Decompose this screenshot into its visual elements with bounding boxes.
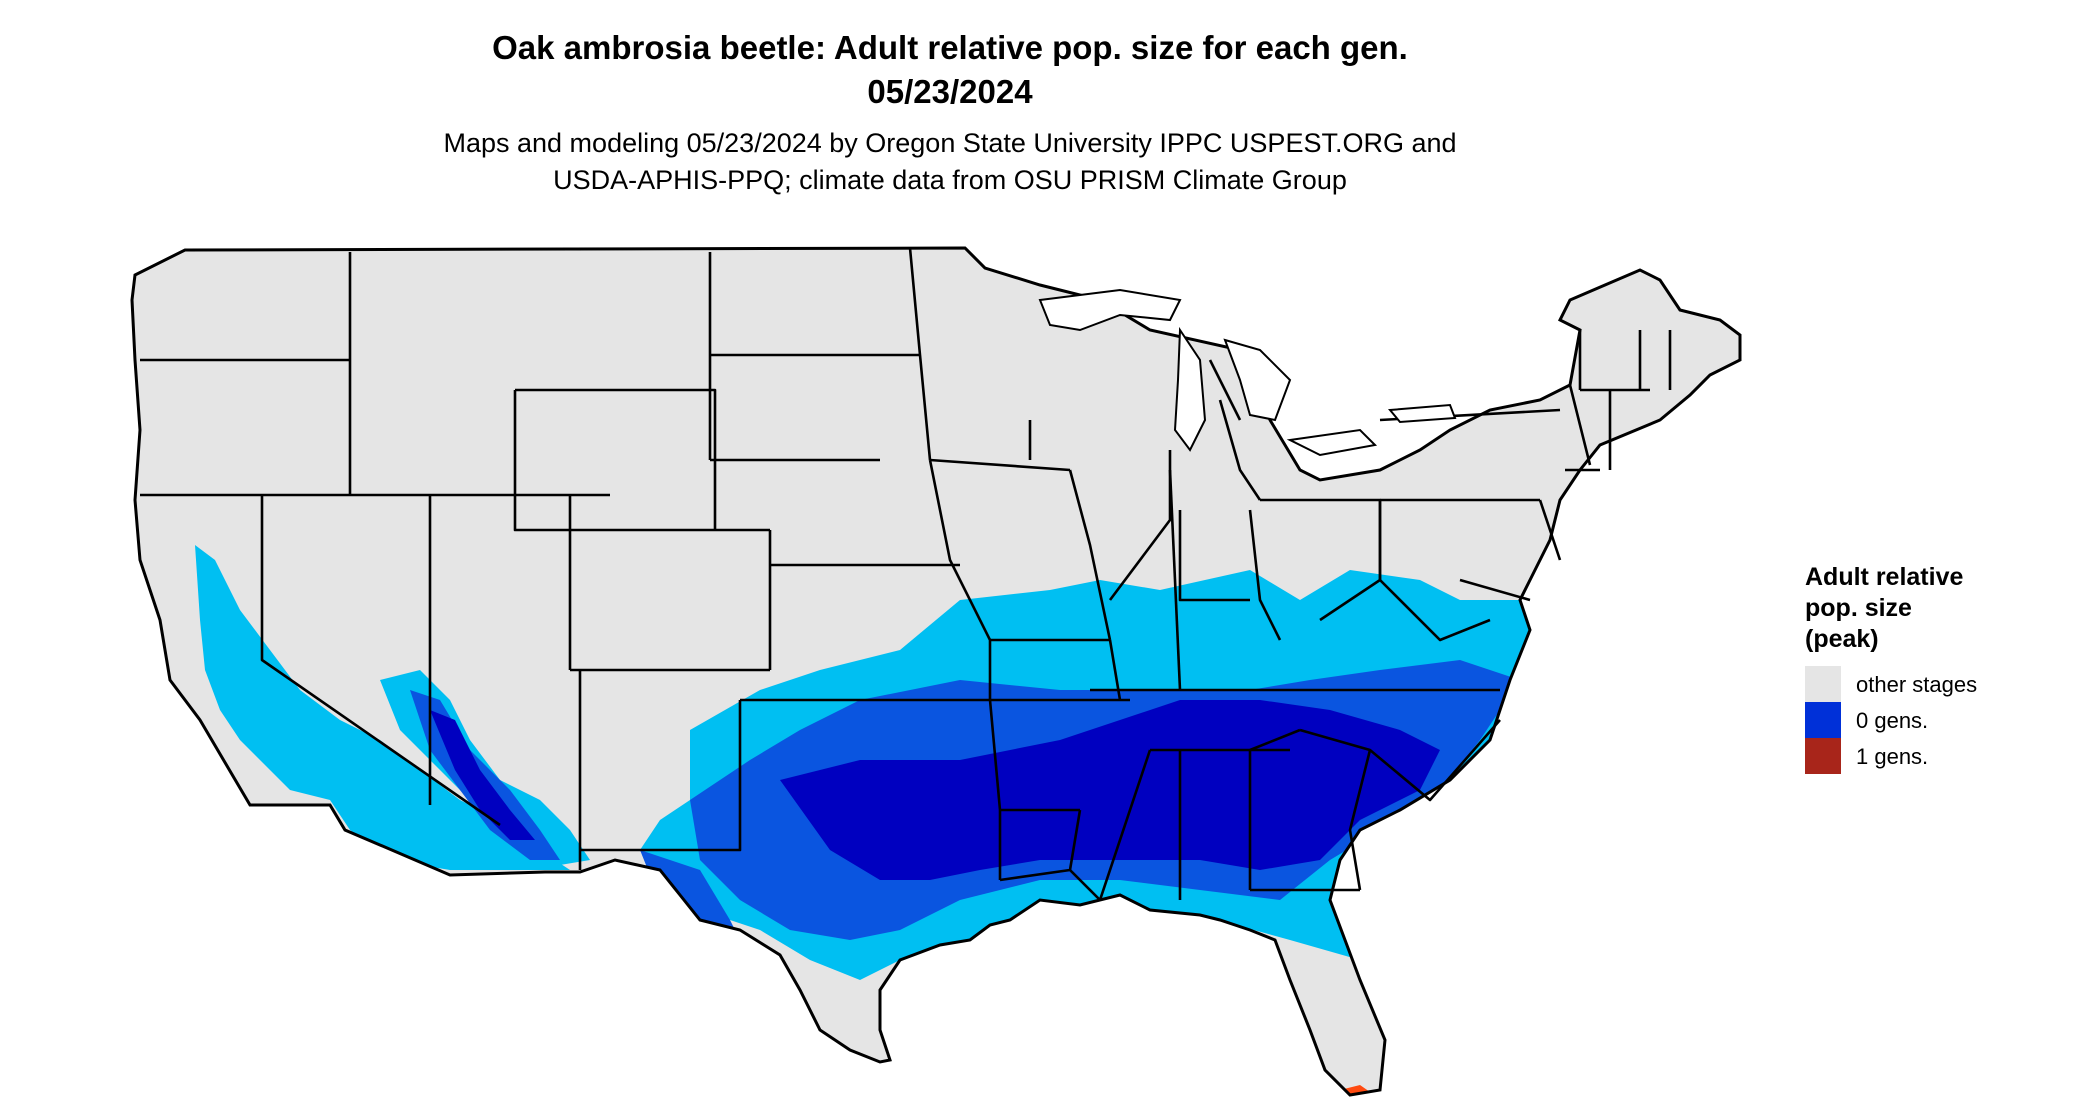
legend-swatch-1-gens: [1805, 738, 1841, 774]
legend-swatch-other-stages: [1805, 666, 1841, 702]
legend-item-other-stages: other stages: [1805, 666, 2065, 702]
legend: Adult relative pop. size (peak) other st…: [1805, 562, 2065, 774]
map-title: Oak ambrosia beetle: Adult relative pop.…: [492, 29, 1408, 66]
legend-item-1-gens: 1 gens.: [1805, 738, 2065, 774]
lake-michigan: [1173, 326, 1207, 452]
state-borders: [140, 247, 1672, 901]
legend-label-0-gens: 0 gens.: [1856, 708, 1929, 733]
legend-swatch-0-gens: [1805, 702, 1841, 738]
legend-label-other-stages: other stages: [1856, 672, 1978, 697]
map-subtitle-line1: Maps and modeling 05/23/2024 by Oregon S…: [443, 128, 1457, 158]
lake-superior: [1038, 288, 1182, 332]
lake-huron: [1223, 338, 1292, 422]
dark-zone-arizona: [430, 710, 535, 840]
legend-item-0-gens: 0 gens.: [1805, 702, 2065, 738]
legend-label-1-gens: 1 gens.: [1856, 744, 1929, 769]
legend-title-line2: pop. size: [1805, 594, 1912, 622]
legend-title-line1: Adult relative: [1805, 563, 1964, 591]
legend-title-line3: (peak): [1805, 625, 1879, 653]
lake-erie: [1286, 428, 1378, 457]
light-zone-california: [195, 545, 570, 870]
lake-ontario: [1388, 403, 1457, 424]
great-lakes: [1038, 288, 1457, 457]
intensity-layer: [195, 545, 1560, 1095]
legend-title: Adult relative pop. size (peak): [1805, 562, 2025, 655]
map-date: 05/23/2024: [867, 73, 1033, 110]
map-subtitle-line2: USDA-APHIS-PPQ; climate data from OSU PR…: [553, 165, 1347, 195]
dark-zone-deep-south: [780, 700, 1440, 880]
